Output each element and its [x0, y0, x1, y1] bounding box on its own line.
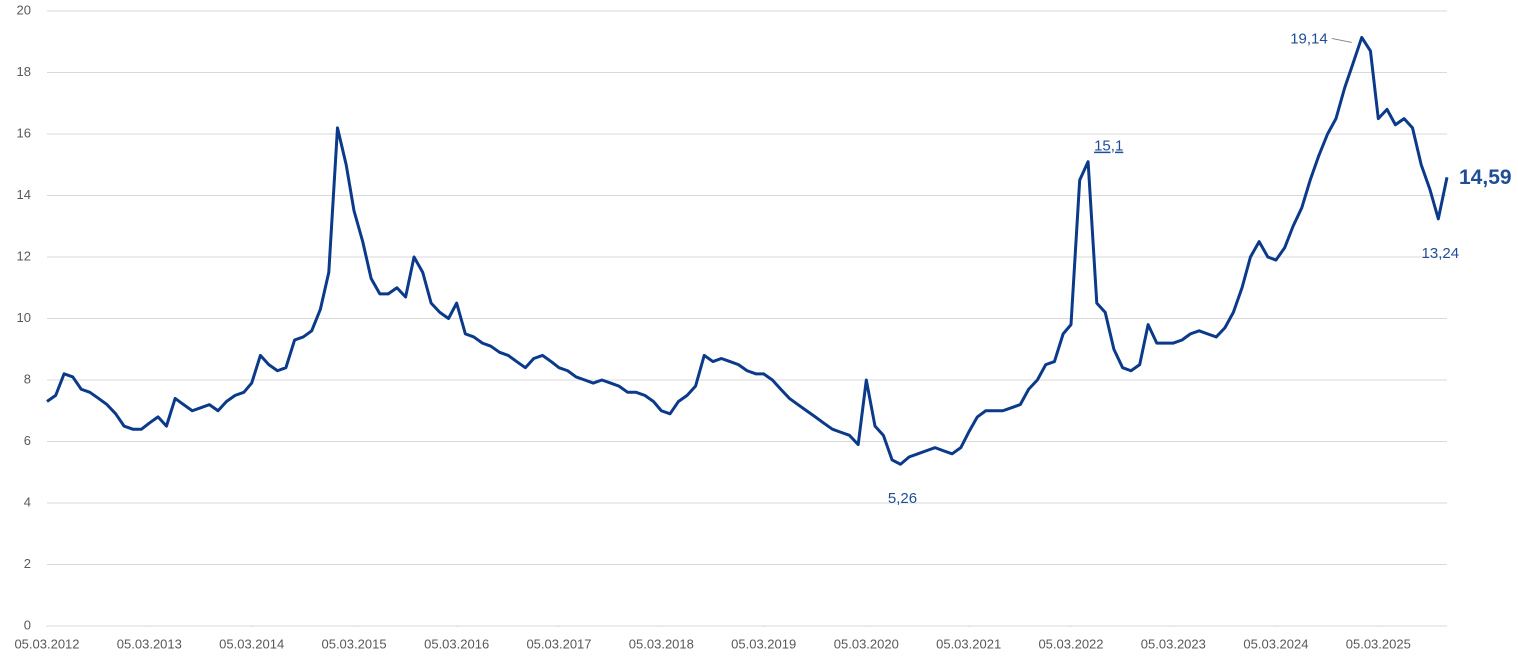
x-tick-label: 05.03.2025	[1346, 636, 1411, 651]
y-tick-label: 20	[17, 2, 31, 17]
annotation: 19,14	[1290, 30, 1328, 47]
y-tick-label: 18	[17, 64, 31, 79]
y-tick-label: 0	[24, 617, 31, 632]
x-tick-label: 05.03.2017	[526, 636, 591, 651]
x-tick-label: 05.03.2021	[936, 636, 1001, 651]
y-tick-label: 2	[24, 556, 31, 571]
series-line	[46, 35, 1449, 466]
x-tick-label: 05.03.2012	[14, 636, 79, 651]
x-tick-label: 05.03.2015	[321, 636, 386, 651]
x-tick-label: 05.03.2018	[629, 636, 694, 651]
y-tick-label: 10	[17, 310, 31, 325]
y-tick-label: 14	[17, 187, 31, 202]
annotation: 5,26	[888, 490, 917, 507]
x-tick-label: 05.03.2014	[219, 636, 284, 651]
y-tick-label: 12	[17, 248, 31, 263]
x-tick-label: 05.03.2019	[731, 636, 796, 651]
x-tick-label: 05.03.2013	[117, 636, 182, 651]
y-tick-label: 8	[24, 371, 31, 386]
y-tick-label: 4	[24, 494, 31, 509]
annotation-leader	[1331, 37, 1352, 43]
annotation: 15,1	[1094, 138, 1123, 155]
y-tick-label: 16	[17, 125, 31, 140]
annotation: 13,24	[1422, 245, 1460, 262]
x-tick-label: 05.03.2022	[1038, 636, 1103, 651]
annotation: 14,59	[1459, 166, 1512, 189]
x-tick-label: 05.03.2024	[1243, 636, 1308, 651]
x-tick-label: 05.03.2016	[424, 636, 489, 651]
x-tick-label: 05.03.2023	[1141, 636, 1206, 651]
y-tick-label: 6	[24, 433, 31, 448]
x-tick-label: 05.03.2020	[834, 636, 899, 651]
